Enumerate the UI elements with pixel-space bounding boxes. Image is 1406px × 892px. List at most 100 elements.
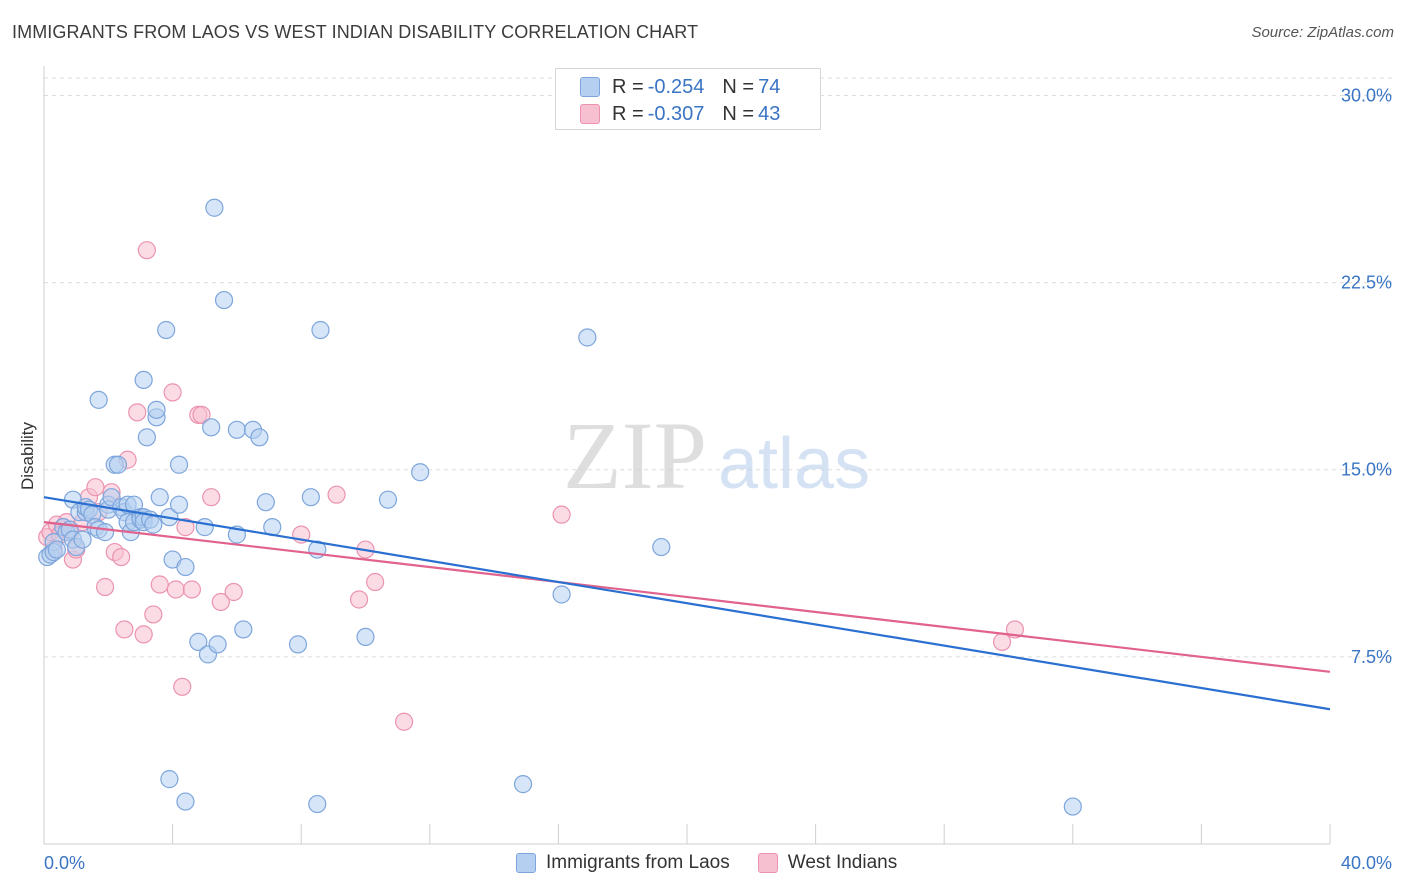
blue-swatch-icon [516, 853, 536, 873]
laos-point [157, 320, 176, 340]
west-indians-point [137, 241, 156, 260]
laos-point [308, 794, 327, 814]
laos-point [356, 627, 375, 647]
laos-point [169, 455, 189, 474]
laos-point [189, 632, 208, 651]
laos-point [47, 540, 66, 559]
laos-point [214, 290, 234, 310]
laos-point [137, 428, 156, 447]
west-indians-point [134, 625, 153, 644]
laos-point [652, 537, 671, 557]
trend-lines [43, 496, 1331, 711]
laos-point [144, 515, 163, 534]
laos-point [95, 523, 115, 542]
west-indians-point [166, 580, 185, 599]
west-indians-point [115, 620, 134, 639]
laos-point [195, 518, 214, 537]
laos-point [169, 495, 189, 514]
laos-point [202, 418, 221, 437]
west-indians-point [86, 478, 105, 497]
west-indians-point [327, 485, 346, 504]
west-indians-point [211, 592, 230, 612]
laos-point [227, 420, 246, 439]
legend-label: West Indians [787, 852, 898, 873]
laos-point [552, 585, 571, 604]
west-indians-point [163, 383, 182, 402]
laos-point [311, 320, 330, 340]
y-tick-label: 7.5% [1351, 647, 1392, 667]
axes [43, 66, 1331, 845]
laos-point [160, 770, 179, 789]
west-indians-point [182, 580, 201, 599]
r-value: -0.307 [647, 102, 705, 125]
west-indians-point [366, 572, 385, 592]
tick-labels: 7.5% 15.0% 22.5% 30.0% 0.0% 40.0% [44, 85, 1392, 873]
west-indians-point [176, 518, 195, 537]
laos-point [301, 488, 320, 507]
laos-point [205, 198, 224, 217]
west-indians-point [192, 405, 211, 424]
west-indians-point [112, 547, 131, 567]
legend-item-laos[interactable]: Immigrants from Laos [516, 852, 730, 874]
laos-point [176, 792, 195, 811]
legend-label: Immigrants from Laos [546, 852, 730, 873]
n-value: 74 [758, 75, 781, 98]
laos-point [176, 557, 195, 577]
legend-row-west-indians: R = -0.307 N = 43 [580, 102, 780, 126]
west-indians-point [144, 605, 163, 624]
grid-lines [44, 77, 1392, 658]
pink-swatch-icon [757, 853, 778, 873]
west-indians-point [202, 488, 221, 507]
x-tick-label: 0.0% [44, 853, 85, 873]
west-indians-point [128, 403, 147, 422]
pink-swatch-icon [580, 104, 600, 124]
series-legend: Immigrants from Laos West Indians [516, 852, 925, 874]
y-tick-label: 15.0% [1341, 460, 1392, 480]
west-indians-point [394, 712, 414, 731]
legend-row-laos: R = -0.254 N = 74 [580, 75, 780, 99]
laos-trend-line [43, 496, 1331, 711]
west-indians-point [224, 582, 243, 602]
laos-point [378, 490, 398, 509]
laos-point [1063, 797, 1082, 816]
west-indians-point [992, 632, 1012, 651]
legend-item-west-indians[interactable]: West Indians [757, 852, 898, 874]
laos-point [411, 463, 430, 482]
laos-point [578, 328, 597, 347]
west-indians-point [150, 575, 169, 594]
west-indians-points [38, 241, 1025, 731]
west-indians-point [552, 505, 571, 524]
r-value: -0.254 [647, 75, 705, 98]
west-indians-point [173, 677, 192, 696]
r-label: R = [612, 102, 644, 125]
y-tick-label: 30.0% [1341, 85, 1392, 105]
laos-point [89, 390, 108, 409]
laos-point [513, 775, 533, 794]
y-tick-label: 22.5% [1341, 273, 1392, 293]
laos-point [73, 530, 92, 549]
west-indians-point [349, 590, 369, 609]
laos-point [208, 635, 227, 654]
watermark-atlas: atlas [718, 424, 870, 504]
correlation-legend: R = -0.254 N = 74 R = -0.307 N = 43 [555, 68, 821, 130]
source-credit: Source: ZipAtlas.com [1251, 24, 1394, 41]
laos-point [134, 370, 153, 390]
watermark-zip: ZIP [563, 402, 707, 509]
west-indians-point [95, 577, 115, 597]
chart-title: IMMIGRANTS FROM LAOS VS WEST INDIAN DISA… [12, 22, 699, 42]
laos-point [234, 620, 253, 639]
n-label: N = [722, 75, 755, 98]
laos-point [288, 635, 308, 654]
r-label: R = [612, 75, 644, 98]
blue-swatch-icon [580, 77, 600, 97]
x-tick-label: 40.0% [1341, 853, 1392, 873]
laos-point [250, 428, 269, 447]
n-value: 43 [758, 102, 781, 125]
laos-point [150, 488, 169, 507]
n-label: N = [722, 102, 755, 125]
laos-point [147, 400, 166, 419]
watermark: ZIP atlas [563, 402, 870, 509]
laos-point [256, 493, 275, 512]
west-indians-trend-line [43, 521, 1331, 673]
